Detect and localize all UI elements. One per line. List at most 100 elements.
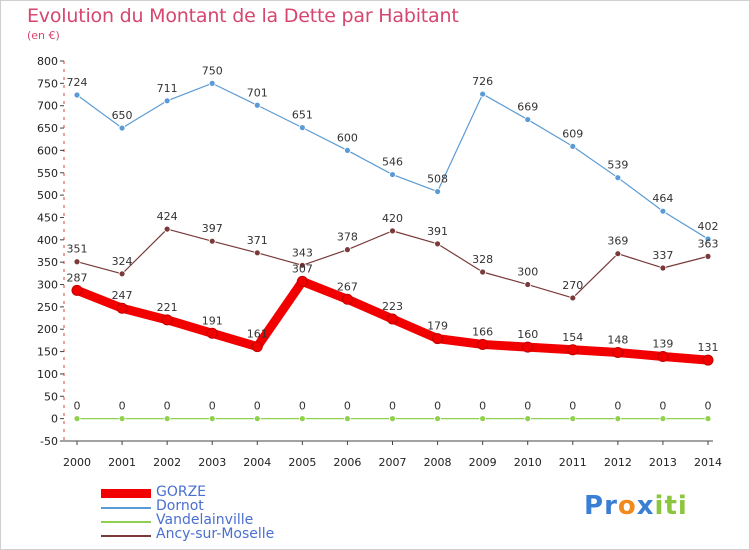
legend-label: Ancy-sur-Moselle [156, 526, 275, 542]
y-tick-label: 150 [37, 346, 58, 359]
data-point-dornot [704, 235, 712, 243]
data-label-dornot: 711 [157, 82, 178, 95]
data-label-dornot: 650 [112, 109, 133, 122]
data-label-gorze: 247 [112, 289, 133, 302]
data-point-ancy-sur-moselle [163, 225, 171, 233]
logo-letter: x [636, 491, 655, 521]
data-point-vandelainville [118, 415, 126, 423]
data-point-vandelainville [298, 415, 306, 423]
x-tick-label: 2013 [649, 456, 677, 469]
data-point-gorze [251, 341, 263, 353]
y-tick-label: 250 [37, 301, 58, 314]
data-label-gorze: 131 [698, 341, 719, 354]
y-tick-label: 800 [37, 55, 58, 68]
data-point-vandelainville [344, 415, 351, 423]
data-label-dornot: 701 [247, 86, 268, 99]
data-label-vandelainville: 0 [659, 400, 666, 413]
chart-title: Evolution du Montant de la Dette par Hab… [27, 5, 459, 27]
y-tick-label: -50 [40, 435, 58, 448]
data-label-gorze: 154 [562, 331, 583, 344]
series-vandelainville [73, 415, 712, 423]
data-label-ancy-sur-moselle: 371 [247, 234, 268, 247]
data-label-ancy-sur-moselle: 369 [607, 235, 628, 248]
data-point-gorze [612, 346, 624, 358]
data-label-dornot: 464 [652, 192, 673, 205]
y-tick-label: 650 [37, 122, 58, 135]
data-point-ancy-sur-moselle [569, 294, 577, 302]
data-point-dornot [208, 79, 216, 87]
y-tick-label: 550 [37, 167, 58, 180]
data-label-gorze: 307 [292, 262, 313, 275]
data-point-dornot [73, 91, 81, 99]
y-tick-label: 500 [37, 189, 58, 202]
data-point-ancy-sur-moselle [524, 281, 532, 288]
logo-letter: o [617, 491, 637, 521]
x-tick-label: 2014 [694, 456, 722, 469]
data-point-vandelainville [659, 415, 667, 423]
data-point-gorze [522, 341, 534, 353]
series-layer [71, 79, 714, 423]
data-label-vandelainville: 0 [434, 400, 441, 413]
x-tick-label: 2011 [559, 456, 587, 469]
data-label-dornot: 669 [517, 101, 538, 114]
data-label-dornot: 508 [427, 173, 448, 186]
series-gorze [71, 275, 714, 366]
y-tick-label: 350 [37, 256, 58, 269]
data-point-dornot [344, 147, 351, 154]
data-point-vandelainville [524, 415, 532, 423]
data-label-ancy-sur-moselle: 397 [202, 222, 223, 235]
logo-letter: i [677, 491, 688, 521]
data-label-gorze: 287 [67, 271, 88, 284]
data-point-ancy-sur-moselle [704, 252, 712, 260]
data-label-dornot: 609 [562, 127, 583, 140]
x-tick-label: 2008 [424, 456, 452, 469]
data-point-vandelainville [434, 415, 441, 423]
data-point-dornot [253, 101, 261, 109]
y-tick-label: 0 [51, 413, 58, 426]
data-label-vandelainville: 0 [614, 400, 621, 413]
data-label-vandelainville: 0 [119, 400, 126, 413]
data-point-gorze [71, 284, 83, 296]
data-point-vandelainville [73, 415, 81, 423]
data-label-ancy-sur-moselle: 391 [427, 225, 448, 238]
data-label-ancy-sur-moselle: 300 [517, 266, 538, 279]
data-label-ancy-sur-moselle: 351 [67, 243, 88, 256]
data-point-ancy-sur-moselle [389, 227, 396, 235]
x-tick-label: 2009 [469, 456, 497, 469]
data-label-gorze: 160 [517, 328, 538, 341]
legend-label: Vandelainville [156, 512, 254, 528]
data-point-vandelainville [389, 415, 396, 423]
data-label-dornot: 539 [607, 159, 628, 172]
y-tick-label: 450 [37, 211, 58, 224]
data-point-dornot [298, 124, 306, 132]
data-label-vandelainville: 0 [389, 400, 396, 413]
data-label-ancy-sur-moselle: 324 [112, 255, 133, 268]
x-tick-label: 2006 [333, 456, 361, 469]
data-point-ancy-sur-moselle [118, 270, 126, 278]
data-point-gorze [116, 302, 128, 314]
data-point-dornot [614, 174, 622, 182]
data-label-ancy-sur-moselle: 363 [698, 237, 719, 250]
y-tick-label: 750 [37, 77, 58, 90]
data-label-gorze: 179 [427, 320, 448, 333]
data-point-ancy-sur-moselle [659, 264, 667, 272]
logo-letter: r [604, 491, 618, 521]
data-point-gorze [567, 344, 579, 356]
data-label-dornot: 600 [337, 131, 358, 144]
chart-unit-label: (en €) [27, 29, 60, 42]
data-point-dornot [389, 171, 396, 178]
data-label-dornot: 651 [292, 109, 313, 122]
data-label-vandelainville: 0 [254, 400, 261, 413]
data-label-gorze: 148 [607, 333, 628, 346]
data-label-vandelainville: 0 [209, 400, 216, 413]
data-point-vandelainville [479, 415, 487, 423]
data-point-dornot [569, 142, 577, 150]
data-point-gorze [432, 333, 444, 345]
data-label-gorze: 223 [382, 300, 403, 313]
data-label-vandelainville: 0 [705, 400, 712, 413]
data-point-ancy-sur-moselle [344, 246, 351, 254]
data-label-vandelainville: 0 [569, 400, 576, 413]
data-point-ancy-sur-moselle [434, 240, 441, 248]
